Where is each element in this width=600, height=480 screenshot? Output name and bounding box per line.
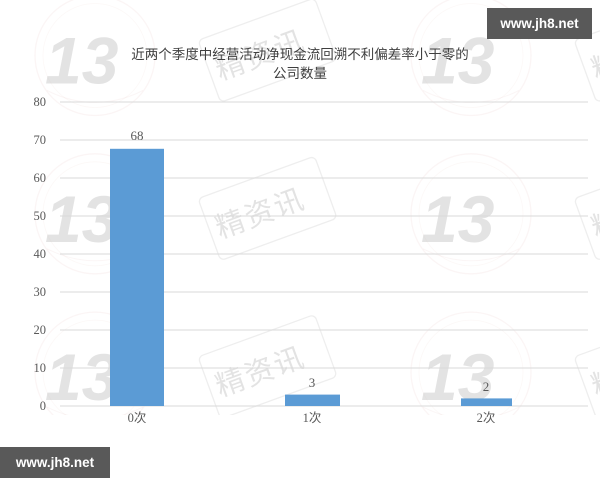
svg-text:2次: 2次 xyxy=(477,411,496,425)
svg-text:50: 50 xyxy=(34,209,47,223)
svg-text:30: 30 xyxy=(34,285,47,299)
svg-text:0: 0 xyxy=(40,399,46,413)
svg-text:68: 68 xyxy=(131,128,144,143)
svg-text:40: 40 xyxy=(34,247,47,261)
svg-text:10: 10 xyxy=(34,361,47,375)
svg-text:80: 80 xyxy=(34,95,47,109)
svg-text:3: 3 xyxy=(309,375,316,390)
svg-text:60: 60 xyxy=(34,171,47,185)
svg-text:1次: 1次 xyxy=(303,411,322,425)
svg-text:2: 2 xyxy=(483,379,490,394)
svg-text:70: 70 xyxy=(34,133,47,147)
svg-text:20: 20 xyxy=(34,323,47,337)
svg-text:0次: 0次 xyxy=(128,411,147,425)
